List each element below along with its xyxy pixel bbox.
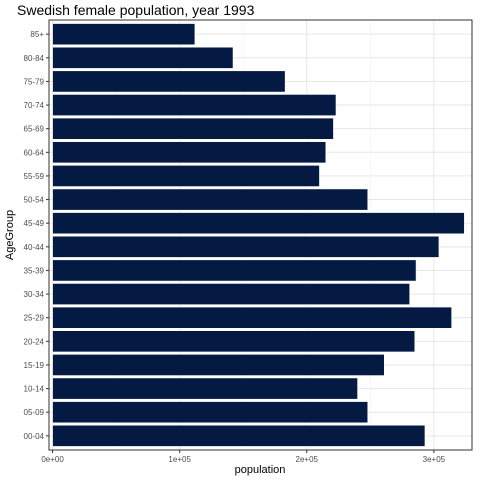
bar-30-34 [52,283,411,305]
y-tick-label: 70-74 [24,101,45,110]
bar-40-44 [52,235,440,258]
bars [52,23,465,447]
x-tick-label: 0e+00 [41,455,64,464]
y-tick-label: 20-24 [24,337,45,346]
y-tick-label: 75-79 [24,77,45,86]
bar-35-39 [52,259,417,282]
y-tick-label: 15-19 [24,361,45,370]
y-tick-label: 60-64 [24,148,45,157]
bar-15-19 [52,354,385,376]
x-tick-label: 3e+05 [423,455,446,464]
y-tick-label: 65-69 [24,125,45,134]
y-axis-title: AgeGroup [4,210,16,260]
y-tick-label: 35-39 [24,266,45,275]
bar-70-74 [52,94,337,116]
bar-85+ [52,23,196,46]
x-tick-label: 1e+05 [168,455,191,464]
y-tick-label: 25-29 [24,314,45,323]
chart-title: Swedish female population, year 1993 [17,2,255,18]
x-axis: 0e+00 1e+05 2e+05 3e+05 [41,450,446,464]
x-axis-title: population [235,464,286,476]
bar-00-04 [52,424,426,447]
y-axis: 00-04 05-09 10-14 15-19 20-24 25-29 30-34 35-39… [24,30,49,441]
y-tick-label: 40-44 [24,243,45,252]
y-tick-label: 55-59 [24,172,45,181]
bar-05-09 [52,401,369,424]
y-tick-label: 05-09 [24,408,45,417]
bar-45-49 [52,212,465,235]
y-tick-label: 45-49 [24,219,45,228]
panel-border [48,19,473,451]
y-tick-label: 50-54 [24,196,45,205]
bar-25-29 [52,306,452,329]
bar-55-59 [52,165,320,187]
bar-80-84 [52,46,234,69]
y-tick-label: 00-04 [24,432,45,441]
bar-20-24 [52,330,416,353]
y-tick-label: 80-84 [24,54,45,63]
x-tick-label: 2e+05 [296,455,319,464]
y-tick-label: 85+ [30,30,44,39]
y-tick-label: 10-14 [24,385,45,394]
bar-50-54 [52,188,369,211]
y-tick-label: 30-34 [24,290,45,299]
bar-10-14 [52,377,358,400]
bar-75-79 [52,70,286,93]
bar-65-69 [52,117,334,140]
bar-60-64 [52,141,327,164]
